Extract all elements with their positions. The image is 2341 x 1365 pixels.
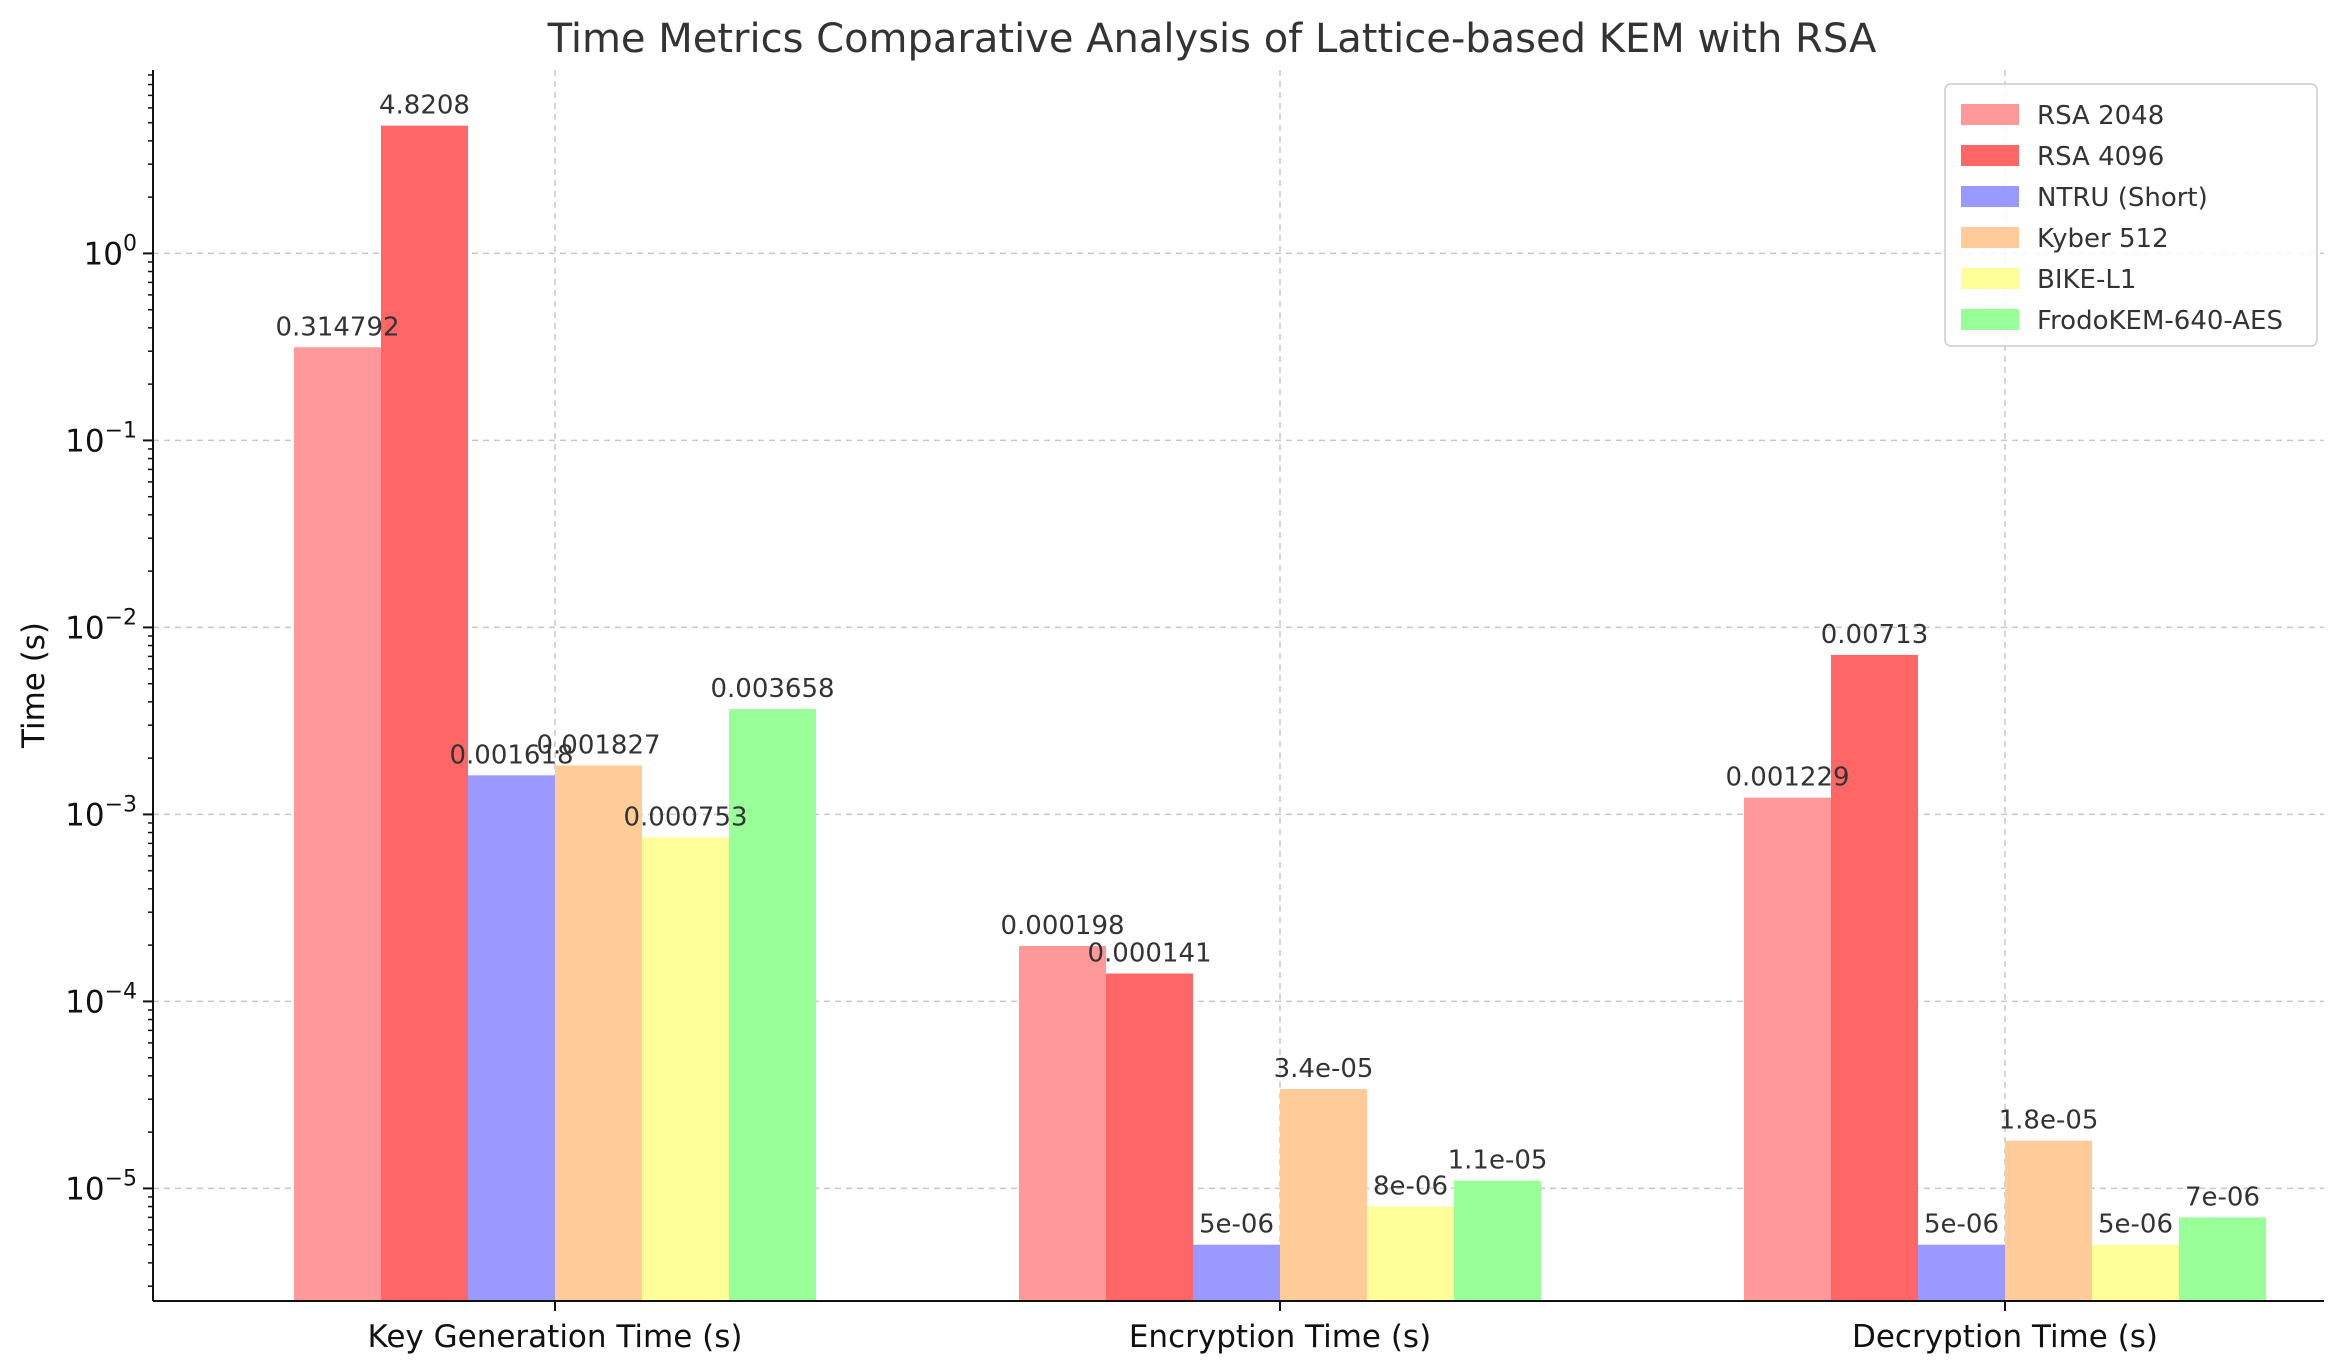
data-label: 4.8208 (379, 91, 470, 121)
bar (2092, 1244, 2179, 1301)
bar (642, 837, 729, 1301)
y-tick-label: 10−2 (65, 605, 137, 646)
data-label: 8e-06 (1373, 1172, 1448, 1202)
legend-entry: FrodoKEM-640-AES (2037, 306, 2283, 336)
y-tick-label: 10−1 (65, 418, 137, 459)
x-tick-label: Encryption Time (s) (1129, 1319, 1431, 1355)
legend-swatch (1961, 309, 2019, 330)
data-labels: 0.314792 0.000198 0.001229 4.8208 0.000141 0.… (275, 91, 2260, 1240)
bar (1454, 1180, 1541, 1301)
data-label: 0.001618 (449, 740, 573, 770)
bars (294, 125, 2266, 1301)
bar (1280, 1089, 1367, 1301)
legend-entry: NTRU (Short) (2037, 183, 2208, 213)
bar (729, 709, 816, 1301)
bar (1367, 1206, 1454, 1301)
y-tick-label: 10−4 (65, 979, 137, 1020)
bar (1744, 797, 1831, 1301)
bar (1193, 1244, 1280, 1301)
data-label: 1.1e-05 (1448, 1146, 1548, 1176)
data-label: 0.003658 (710, 674, 834, 704)
data-label: 0.00713 (1821, 620, 1929, 650)
data-label: 0.000141 (1087, 939, 1211, 969)
y-tick-label: 100 (84, 231, 137, 272)
x-tick-label: Key Generation Time (s) (368, 1319, 743, 1355)
data-label: 0.314792 (275, 312, 399, 342)
bar (1019, 945, 1106, 1301)
bar (1106, 973, 1193, 1301)
legend-entry: BIKE-L1 (2037, 265, 2136, 295)
bar (2179, 1217, 2266, 1301)
data-label: 5e-06 (1199, 1210, 1274, 1240)
legend-swatch (1961, 145, 2019, 166)
data-label: 0.001229 (1725, 763, 1849, 793)
legend-entry: RSA 2048 (2037, 101, 2164, 131)
data-label: 0.000753 (623, 802, 747, 832)
chart-title: Time Metrics Comparative Analysis of Lat… (547, 16, 1877, 62)
legend-entry: RSA 4096 (2037, 142, 2164, 172)
bar (2005, 1140, 2092, 1301)
bar (468, 775, 555, 1301)
legend: RSA 2048 RSA 4096 NTRU (Short) Kyber 512 BIK… (1944, 83, 2318, 347)
legend-swatch (1961, 227, 2019, 248)
legend-swatch (1961, 104, 2019, 125)
legend-swatch (1961, 268, 2019, 289)
data-label: 5e-06 (1924, 1210, 1999, 1240)
data-label: 0.001827 (536, 730, 660, 760)
data-label: 0.000198 (1000, 911, 1124, 941)
axes: 10−5 10−4 10−3 10−2 10−1 100 Key Generation Ti… (65, 70, 2324, 1355)
legend-box (1944, 83, 2318, 347)
data-label: 1.8e-05 (1999, 1106, 2099, 1136)
bar (1918, 1244, 2005, 1301)
y-tick-label: 10−5 (65, 1166, 137, 1207)
data-label: 3.4e-05 (1274, 1054, 1374, 1084)
y-axis-label: Time (s) (16, 622, 52, 749)
bar (555, 765, 642, 1301)
legend-entry: Kyber 512 (2037, 224, 2169, 254)
data-label: 5e-06 (2098, 1210, 2173, 1240)
bar (294, 347, 381, 1301)
bar (1831, 654, 1918, 1301)
x-tick-label: Decryption Time (s) (1852, 1319, 2158, 1355)
legend-swatch (1961, 186, 2019, 207)
data-label: 7e-06 (2185, 1182, 2260, 1212)
bar (381, 125, 468, 1301)
y-tick-label: 10−3 (65, 792, 137, 833)
